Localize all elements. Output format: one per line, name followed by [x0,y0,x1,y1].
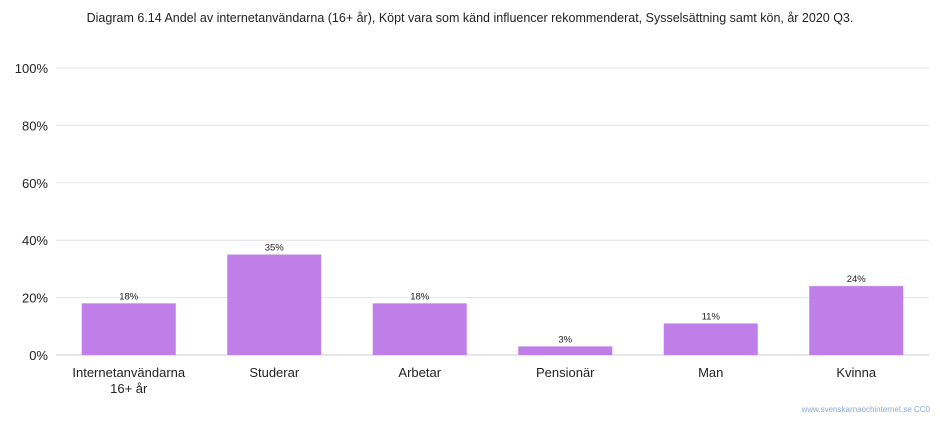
bar [518,346,613,355]
x-tick-label: Kvinna [836,365,877,380]
x-tick-label: Man [698,365,723,380]
data-label: 3% [558,334,572,345]
source-credit: www.svenskarnaochinternet.se CC0 [801,405,930,414]
chart-title: Diagram 6.14 Andel av internetanvändarna… [86,11,854,25]
data-label: 18% [410,291,430,302]
x-tick-label: 16+ år [110,381,148,396]
x-tick-label: Arbetar [398,365,441,380]
x-tick-label: Pensionär [536,365,595,380]
y-tick-label: 60% [22,176,48,191]
data-label: 11% [702,311,721,322]
y-tick-label: 100% [15,61,49,76]
bar [663,323,758,355]
bar [372,303,467,355]
bar [809,286,904,355]
data-label: 18% [119,291,139,302]
x-tick-label: Studerar [249,365,300,380]
x-tick-label: Internetanvändarna [72,365,186,380]
data-label: 24% [847,274,867,285]
y-tick-label: 20% [22,291,48,306]
bar [81,303,176,355]
bar [227,254,322,355]
y-tick-label: 80% [22,118,48,133]
y-tick-label: 0% [29,348,48,363]
y-tick-label: 40% [22,233,48,248]
data-label: 35% [265,243,285,254]
